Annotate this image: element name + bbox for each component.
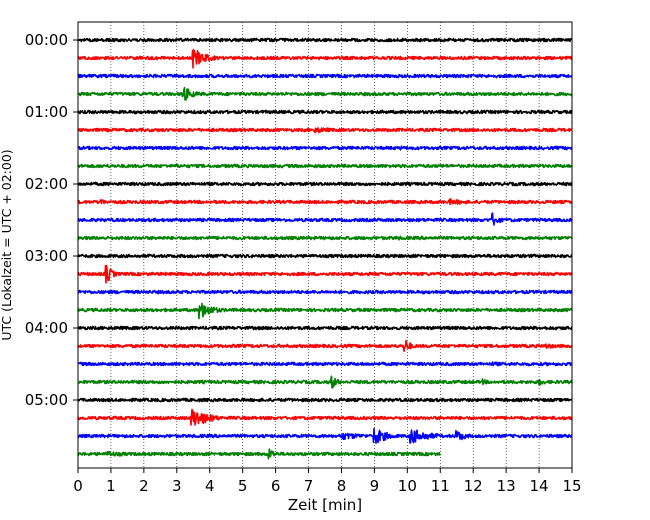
trace-0215 — [77, 198, 573, 206]
trace-0545 — [77, 448, 442, 460]
x-tick-label: 6 — [271, 477, 281, 495]
x-tick-label: 2 — [139, 477, 149, 495]
y-tick-label: 05:00 — [25, 391, 68, 409]
trace-0000 — [77, 37, 573, 43]
trace-0515 — [77, 408, 573, 426]
x-tick-label: 1 — [106, 477, 116, 495]
x-tick-label: 15 — [562, 477, 581, 495]
x-tick-label: 10 — [398, 477, 417, 495]
trace-0045 — [77, 86, 573, 101]
y-axis: 00:00 01:00 02:00 03:00 04:00 05:00 — [25, 31, 78, 409]
x-tick-label: 5 — [238, 477, 248, 495]
trace-0230 — [77, 212, 573, 226]
trace-0330 — [77, 289, 573, 295]
x-tick-label: 0 — [73, 477, 83, 495]
plot-frame — [77, 21, 573, 469]
x-tick-label: 12 — [464, 477, 483, 495]
y-tick-label: 01:00 — [25, 103, 68, 121]
trace-area — [77, 37, 573, 460]
x-tick-label: 11 — [431, 477, 450, 495]
trace-0245 — [77, 235, 573, 241]
trace-0130 — [77, 145, 573, 151]
trace-0445 — [77, 375, 573, 389]
x-tick-label: 8 — [337, 477, 347, 495]
x-tick-label: 3 — [172, 477, 182, 495]
trace-0315 — [77, 264, 573, 284]
trace-0145 — [77, 163, 573, 169]
x-tick-label: 7 — [304, 477, 314, 495]
trace-0100 — [77, 109, 573, 115]
y-tick-label: 04:00 — [25, 319, 68, 337]
x-axis: 0 1 2 3 4 5 6 7 8 9 10 11 12 13 14 15 — [73, 468, 582, 495]
x-tick-label: 9 — [370, 477, 380, 495]
trace-0345 — [77, 302, 573, 320]
y-tick-label: 02:00 — [25, 175, 68, 193]
y-tick-label: 00:00 — [25, 31, 68, 49]
x-axis-label: Zeit [min] — [288, 496, 362, 514]
x-tick-label: 14 — [530, 477, 549, 495]
trace-0400 — [77, 325, 573, 331]
trace-0015 — [77, 48, 573, 69]
trace-0030 — [77, 73, 573, 79]
trace-0500 — [77, 397, 573, 403]
trace-0115 — [77, 127, 573, 134]
x-tick-label: 4 — [205, 477, 215, 495]
y-tick-label: 03:00 — [25, 247, 68, 265]
y-axis-label: UTC (Lokalzeit = UTC + 02:00) — [0, 149, 14, 340]
x-tick-label: 13 — [497, 477, 516, 495]
trace-0200 — [77, 181, 573, 187]
trace-0415 — [77, 339, 573, 352]
trace-0300 — [77, 253, 573, 259]
trace-0430 — [77, 361, 573, 367]
grid-lines — [110, 22, 540, 468]
trace-0530 — [77, 427, 573, 444]
